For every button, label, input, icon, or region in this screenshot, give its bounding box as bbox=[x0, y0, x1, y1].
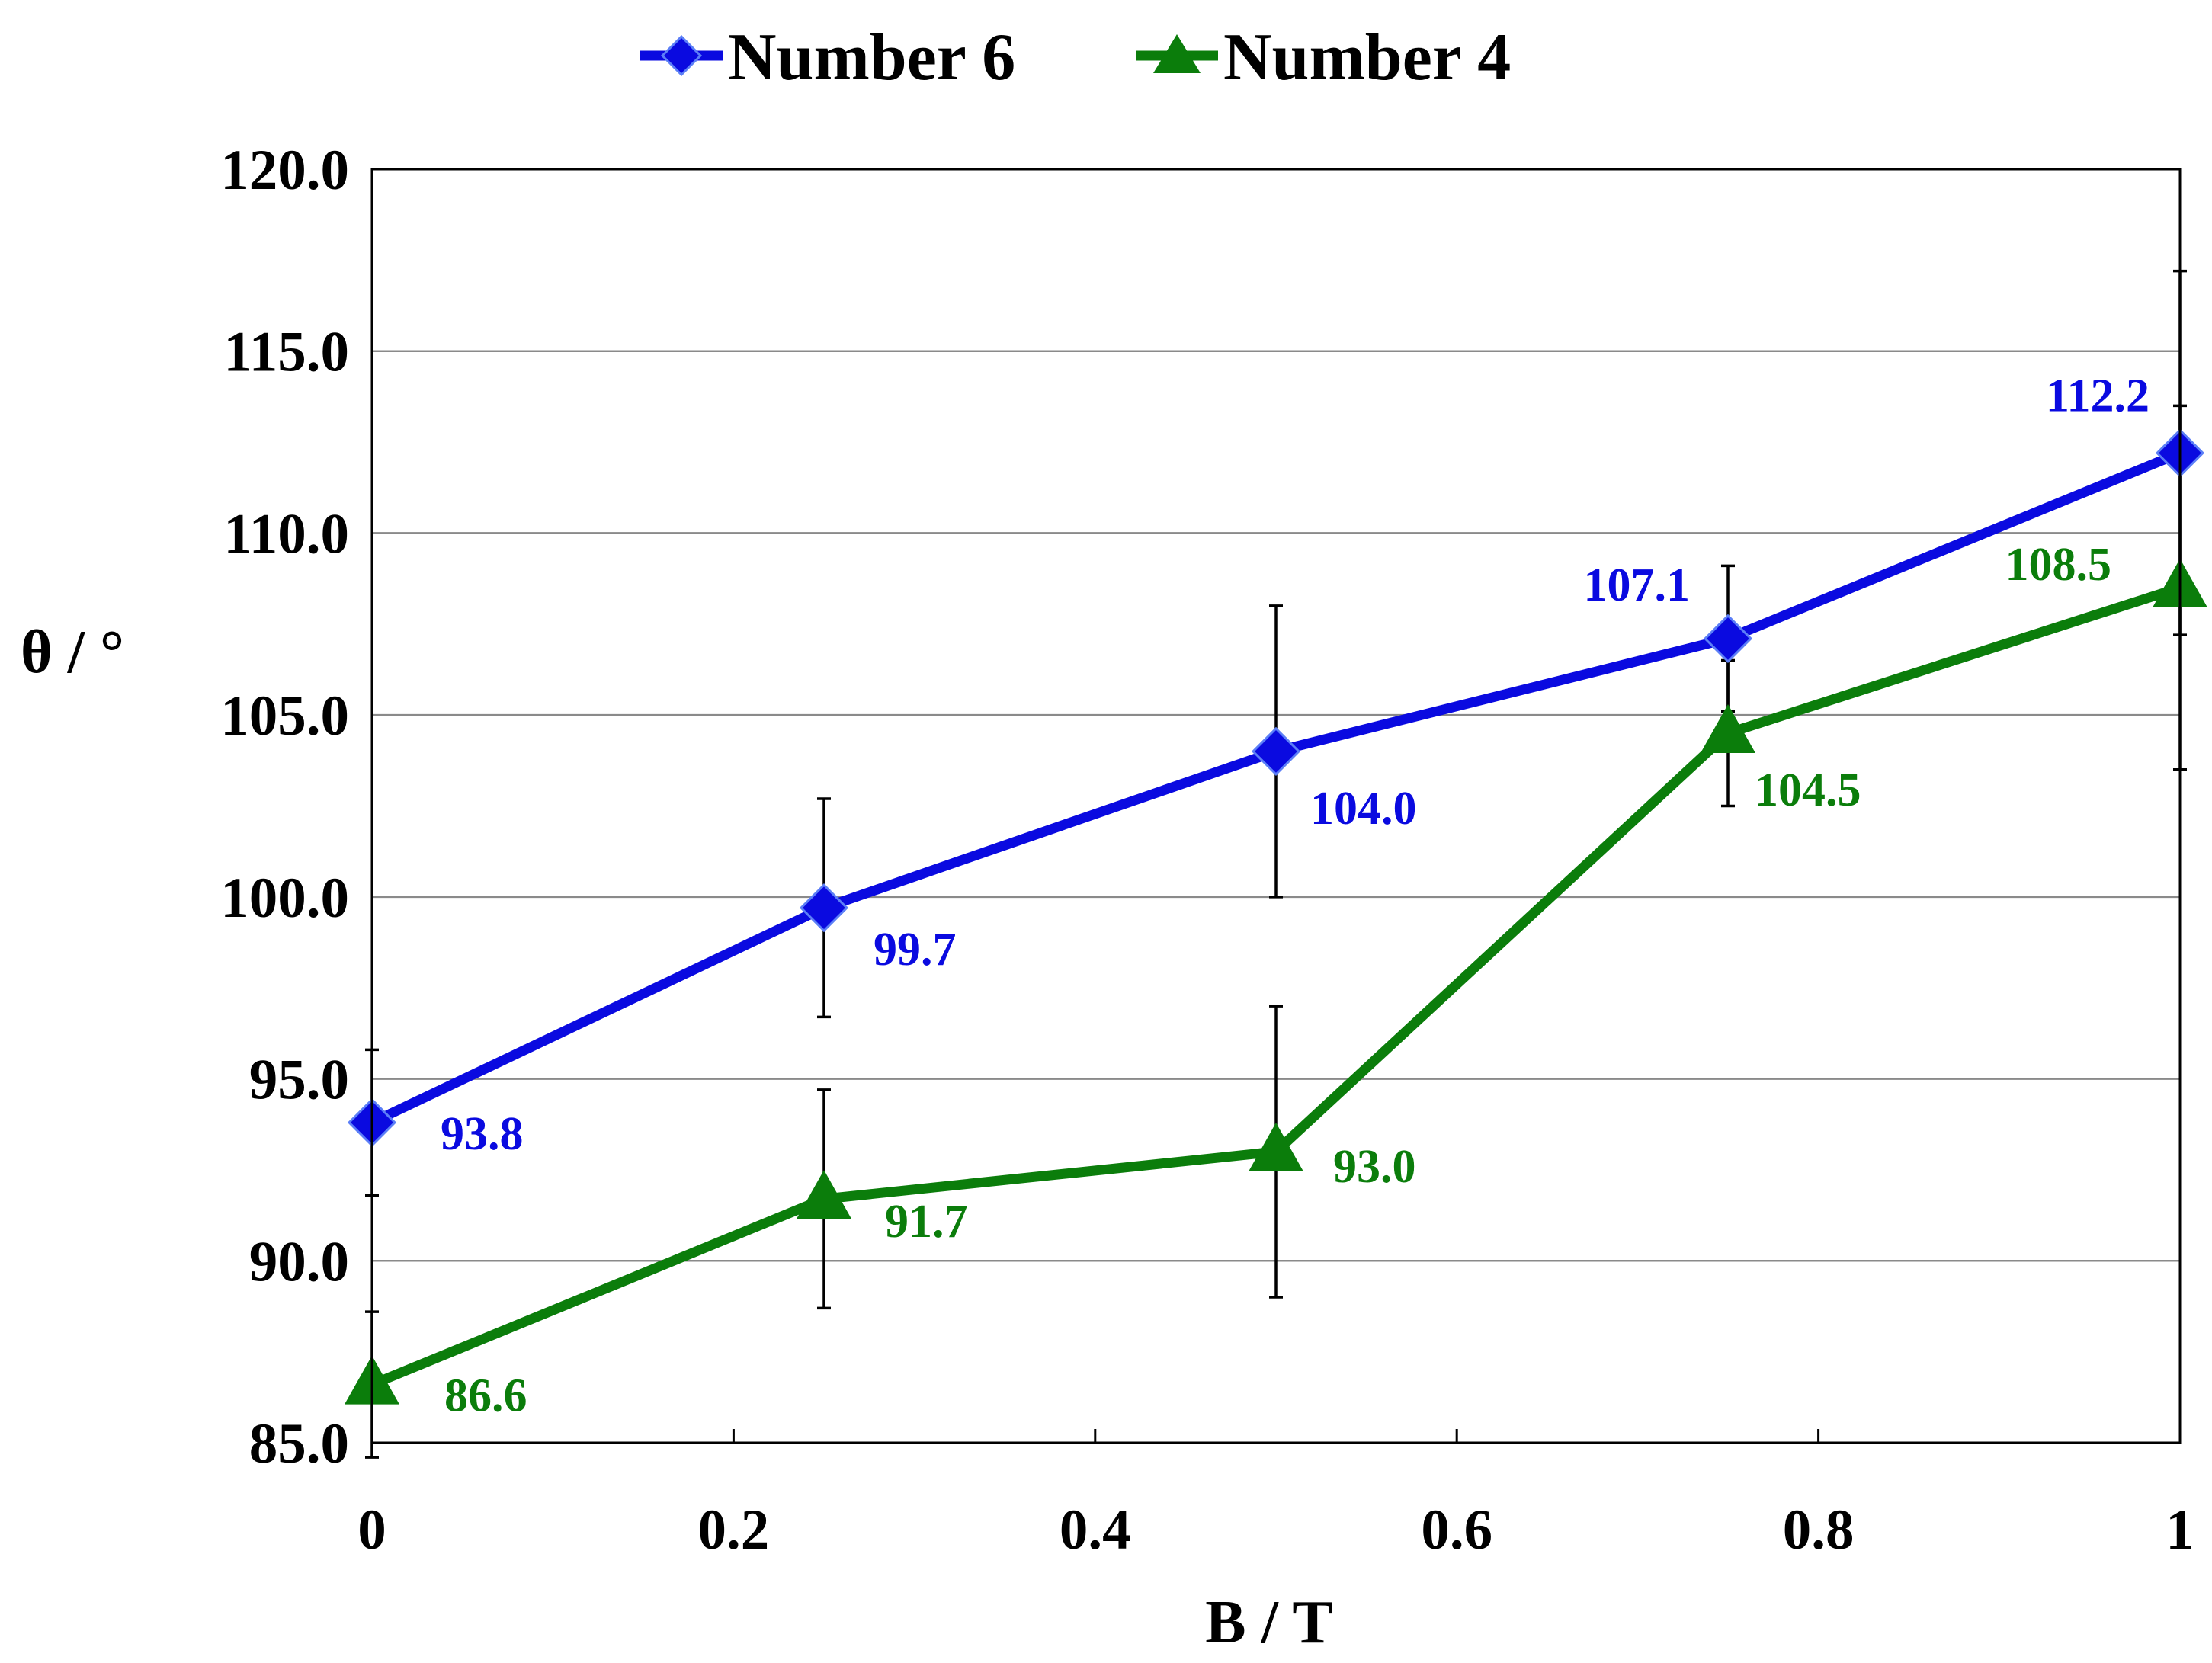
data-point-number-6 bbox=[1703, 614, 1753, 664]
y-tick-label: 110.0 bbox=[223, 502, 349, 566]
data-labels: 93.8 99.7 104.0 107.1 112.2 86.6 91.7 93.0 104.5… bbox=[441, 370, 2149, 1421]
legend-item-number-4: Number 4 bbox=[1136, 21, 1511, 95]
plot-border bbox=[370, 168, 2182, 1444]
y-tick-label: 105.0 bbox=[220, 684, 349, 748]
data-point-number-6 bbox=[1251, 726, 1301, 777]
y-tick-label: 120.0 bbox=[220, 139, 349, 202]
data-label-number-4: 86.6 bbox=[444, 1370, 527, 1422]
data-label-number-4: 91.7 bbox=[885, 1196, 968, 1248]
x-tick-label: 0.4 bbox=[1060, 1498, 1131, 1562]
data-point-number-6 bbox=[799, 883, 849, 933]
x-axis-title: B / T bbox=[1205, 1589, 1333, 1656]
data-label-number-4: 104.5 bbox=[1755, 764, 1861, 816]
data-point-number-4 bbox=[1249, 1123, 1303, 1172]
legend: Number 6 Number 4 bbox=[640, 21, 1511, 95]
data-label-number-6: 99.7 bbox=[874, 924, 957, 976]
data-label-number-6: 107.1 bbox=[1584, 559, 1691, 611]
legend-label-number-6: Number 6 bbox=[728, 21, 1015, 95]
y-tick-label: 90.0 bbox=[249, 1230, 349, 1293]
y-axis-title: θ / ° bbox=[21, 619, 124, 686]
x-tick-label: 0.2 bbox=[698, 1498, 770, 1562]
legend-marker-triangle-icon bbox=[1153, 34, 1201, 73]
x-tick-label: 0.6 bbox=[1421, 1498, 1492, 1562]
plot-frame bbox=[370, 168, 2182, 1444]
y-tick-label: 115.0 bbox=[223, 321, 349, 384]
data-label-number-4: 108.5 bbox=[2005, 539, 2112, 591]
data-label-number-6: 93.8 bbox=[441, 1108, 524, 1160]
legend-item-number-6: Number 6 bbox=[640, 21, 1015, 95]
legend-marker-diamond-icon bbox=[660, 34, 703, 77]
axis-ticks: 85.0 90.0 95.0 100.0 105.0 110.0 115.0 120.0 0 0.… bbox=[220, 139, 2194, 1562]
series-markers bbox=[345, 428, 2207, 1405]
x-tick-label: 0 bbox=[357, 1498, 386, 1562]
y-tick-label: 95.0 bbox=[249, 1049, 349, 1112]
data-label-number-6: 104.0 bbox=[1310, 783, 1417, 835]
data-point-number-4 bbox=[1701, 704, 1755, 754]
y-tick-label: 85.0 bbox=[249, 1412, 349, 1476]
y-tick-label: 100.0 bbox=[220, 867, 349, 930]
data-point-number-4 bbox=[797, 1170, 851, 1219]
x-tick-label: 0.8 bbox=[1783, 1498, 1855, 1562]
data-label-number-6: 112.2 bbox=[2046, 370, 2149, 421]
legend-label-number-4: Number 4 bbox=[1223, 21, 1511, 95]
x-tick-label: 1 bbox=[2166, 1498, 2194, 1562]
data-label-number-4: 93.0 bbox=[1333, 1141, 1416, 1193]
